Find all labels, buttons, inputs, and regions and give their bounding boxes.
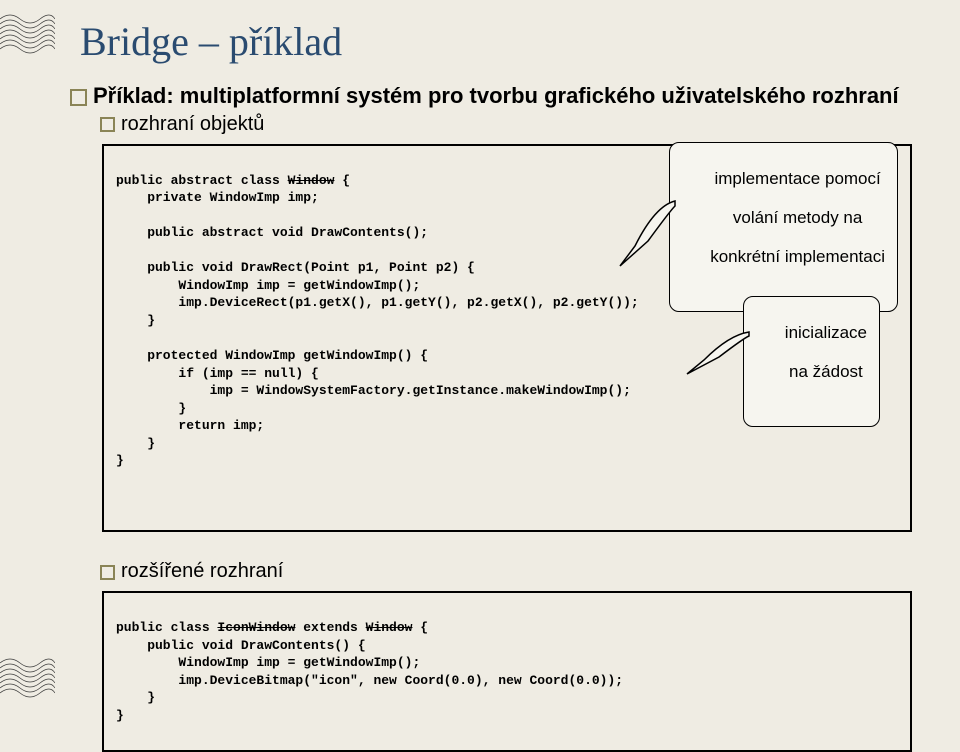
code-line: public abstract void DrawContents(); xyxy=(116,225,428,240)
code-block-1: public abstract class Window { private W… xyxy=(102,144,912,532)
code-line: return imp; xyxy=(116,418,264,433)
code-line: Window xyxy=(288,173,335,188)
code-line: WindowImp imp = getWindowImp(); xyxy=(116,655,420,670)
code-line: public abstract class xyxy=(116,173,288,188)
code-line: { xyxy=(334,173,350,188)
code-line: Window xyxy=(366,620,413,635)
code-line: } xyxy=(116,453,124,468)
callout-line: volání metody na xyxy=(733,208,862,227)
code-line: extends xyxy=(295,620,365,635)
code-line: public void DrawContents() { xyxy=(116,638,366,653)
code-line: private WindowImp imp; xyxy=(116,190,319,205)
square-bullet-icon xyxy=(100,117,115,132)
code-line: public void DrawRect(Point p1, Point p2)… xyxy=(116,260,475,275)
code-line: imp = WindowSystemFactory.getInstance.ma… xyxy=(116,383,631,398)
callout-line: implementace pomocí xyxy=(714,169,880,188)
callout-tail-icon xyxy=(679,332,759,377)
bullet-level-1: Příklad: multiplatformní systém pro tvor… xyxy=(70,83,920,109)
code-line: } xyxy=(116,401,186,416)
square-bullet-icon xyxy=(70,89,87,106)
square-bullet-icon xyxy=(100,565,115,580)
code-line: IconWindow xyxy=(217,620,295,635)
callout-line: konkrétní implementaci xyxy=(710,247,885,266)
bullet-level-2: rozšířené rozhraní xyxy=(100,560,920,583)
code-line: { xyxy=(412,620,428,635)
bullet-level-2: rozhraní objektů xyxy=(100,113,920,136)
code-line: imp.DeviceBitmap("icon", new Coord(0.0),… xyxy=(116,673,623,688)
corner-decor-bottom xyxy=(0,658,55,698)
callout-line: na žádost xyxy=(789,362,863,381)
corner-decor-top xyxy=(0,14,55,54)
lvl2-text: rozšířené rozhraní xyxy=(121,560,283,582)
callout-implementation: implementace pomocí volání metody na kon… xyxy=(669,142,898,312)
code-line: if (imp == null) { xyxy=(116,366,319,381)
code-line: public class xyxy=(116,620,217,635)
code-block-2: public class IconWindow extends Window {… xyxy=(102,591,912,751)
code-line: } xyxy=(116,313,155,328)
code-line: } xyxy=(116,708,124,723)
callout-line: inicializace xyxy=(785,323,867,342)
code-line: protected WindowImp getWindowImp() { xyxy=(116,348,428,363)
callout-lazy-init: inicializace na žádost xyxy=(743,296,880,427)
slide-title: Bridge – příklad xyxy=(80,18,920,65)
code-line: } xyxy=(116,436,155,451)
lvl2-text: rozhraní objektů xyxy=(121,113,264,135)
code-line: imp.DeviceRect(p1.getX(), p1.getY(), p2.… xyxy=(116,295,639,310)
code-line: WindowImp imp = getWindowImp(); xyxy=(116,278,420,293)
code-line: } xyxy=(116,690,155,705)
lvl1-text: Příklad: multiplatformní systém pro tvor… xyxy=(93,83,899,108)
callout-tail-icon xyxy=(600,201,685,271)
